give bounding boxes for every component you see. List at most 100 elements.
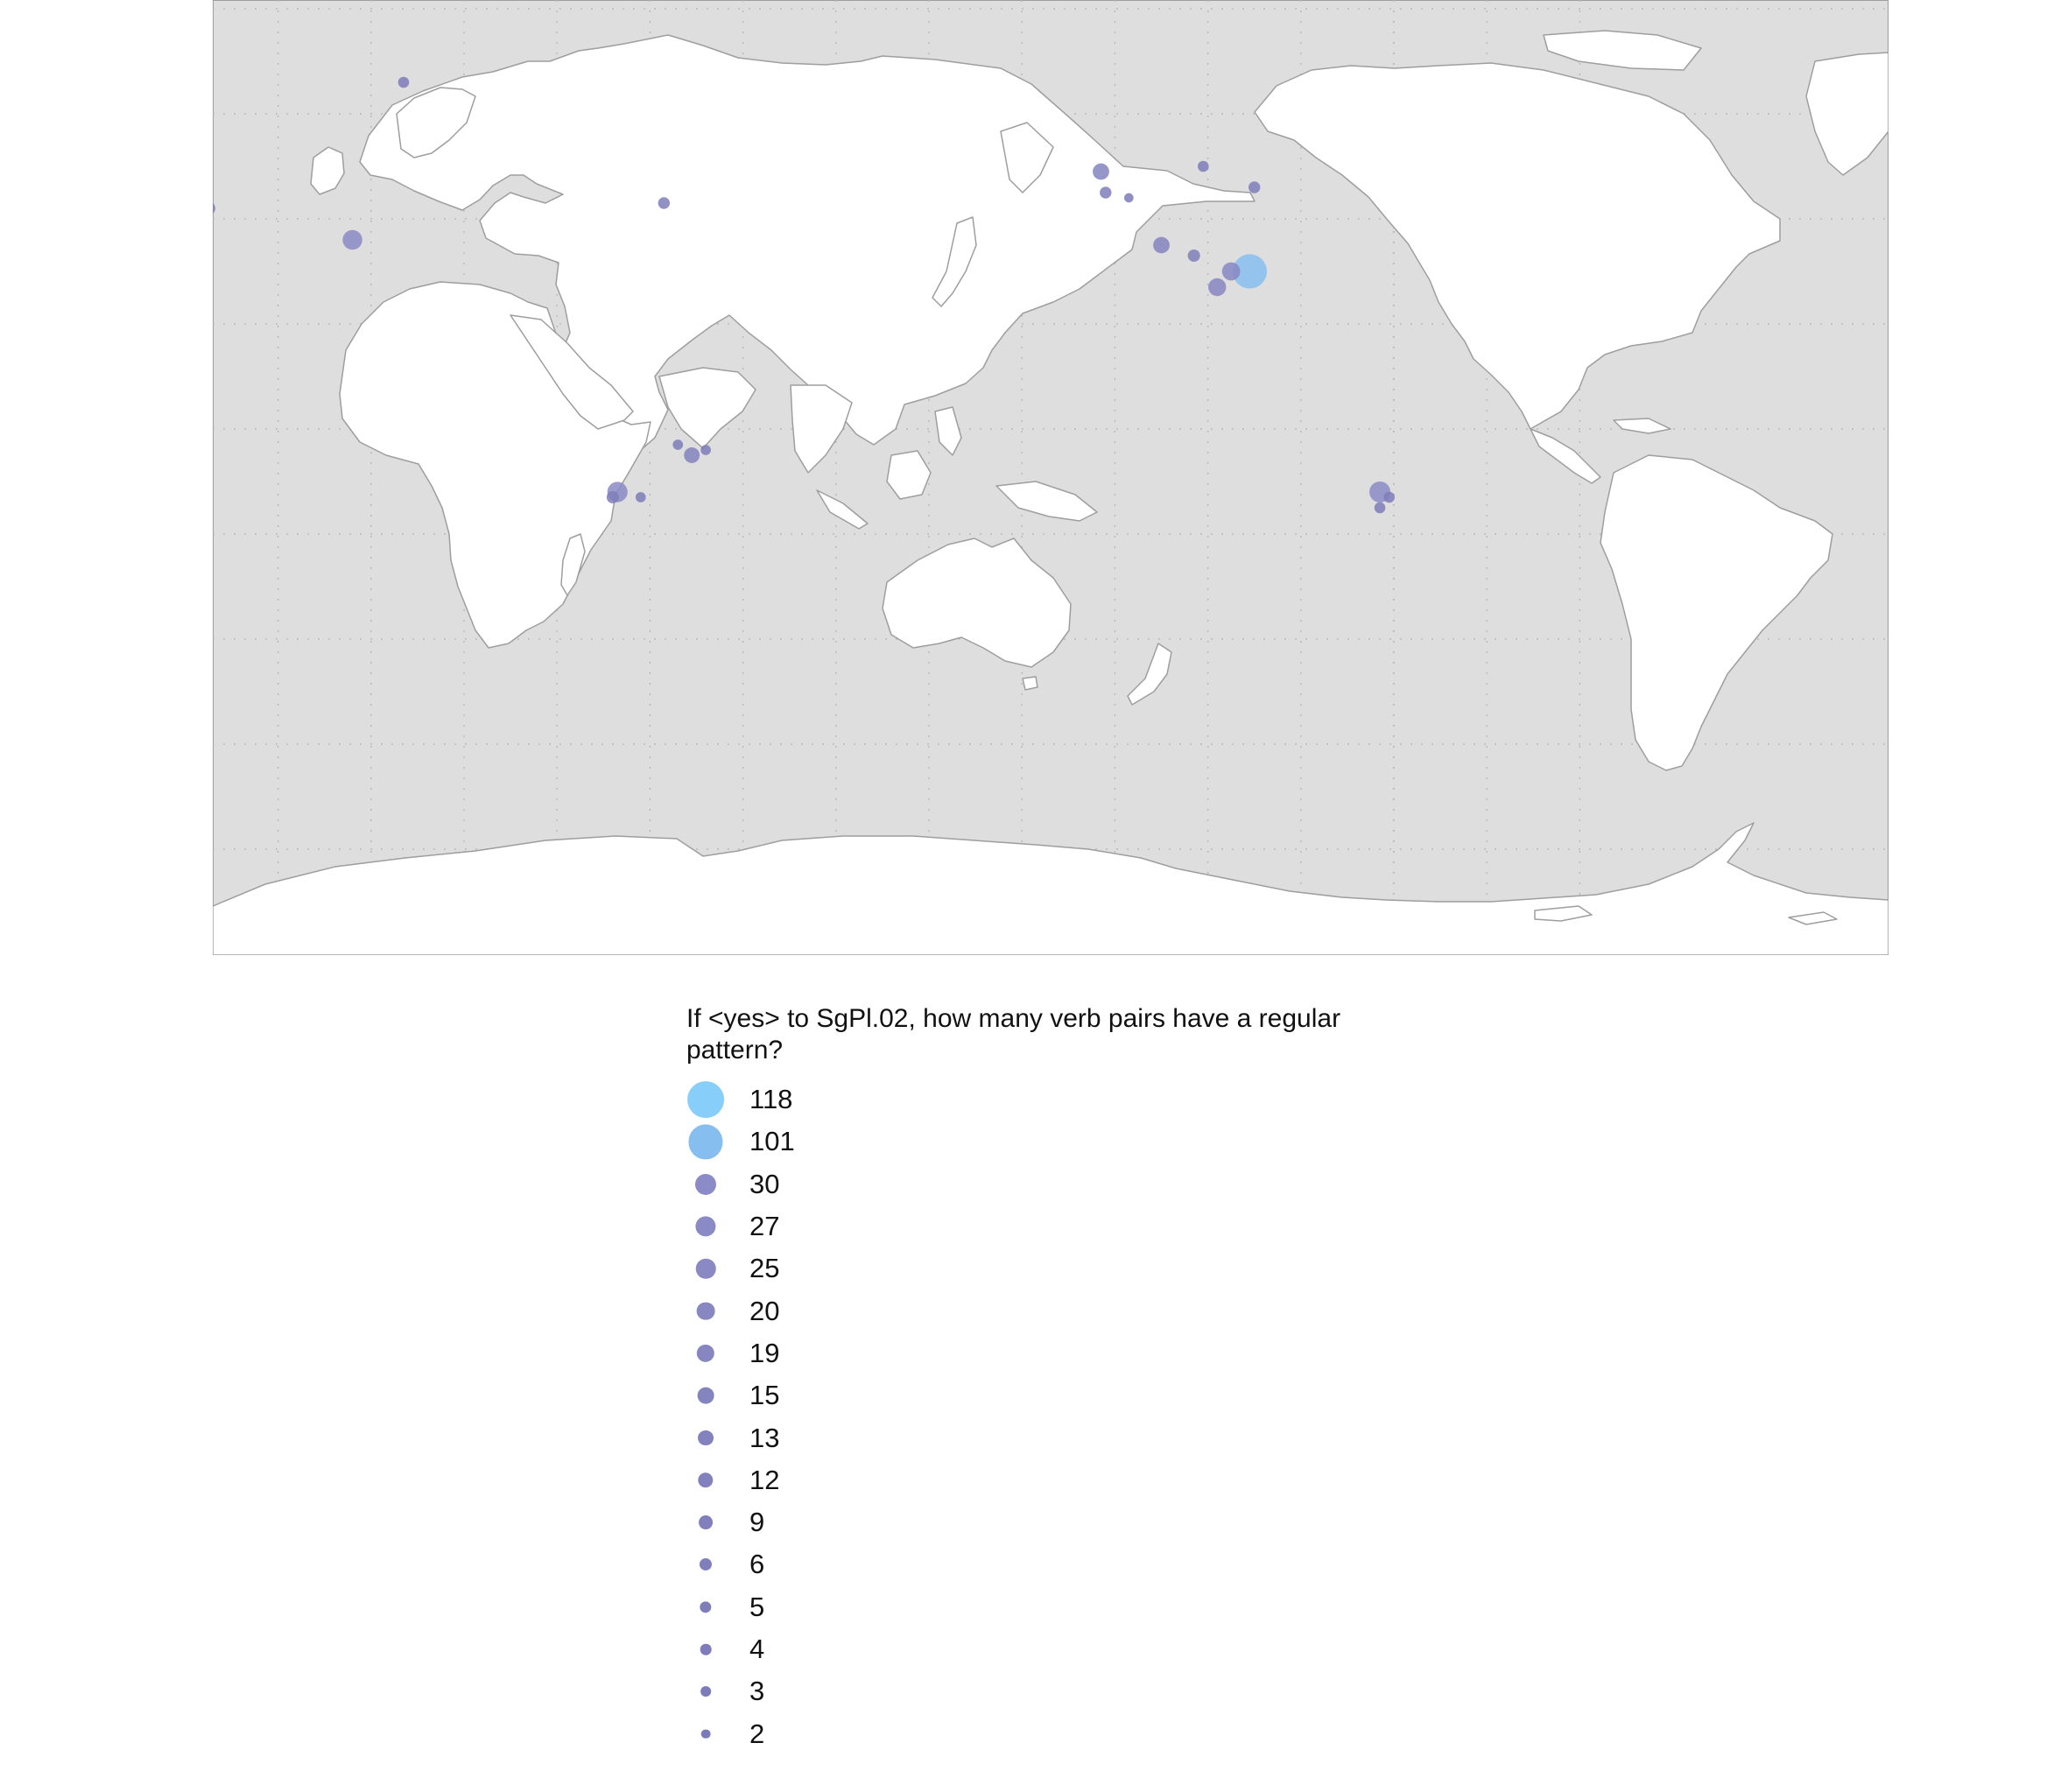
legend-swatch [686,1249,725,1288]
landmass-new-guinea [995,481,1098,522]
legend-swatch [686,1461,725,1500]
landmass-sumatra [816,489,869,530]
map-point [1187,249,1200,263]
legend-swatch [686,1419,725,1458]
landmass-indochina [790,384,853,474]
map-point [1208,278,1227,297]
map-point [1123,193,1134,203]
map-point [700,445,711,455]
legend-label: 6 [749,1549,765,1580]
legend-dot [697,1387,714,1404]
legend-label: 30 [749,1168,780,1199]
legend-swatch [686,1292,725,1331]
legend-label: 19 [749,1337,780,1368]
landmass-cuba [1613,418,1671,434]
legend-row: 12 [686,1459,1474,1501]
legend-label: 118 [749,1084,793,1115]
legend-row: 4 [686,1628,1474,1670]
legend-row: 27 [686,1205,1474,1247]
legend-row: 3 [686,1670,1474,1712]
landmass-philippines [934,406,962,456]
legend-dot [699,1515,713,1530]
legend-swatch [686,1588,725,1627]
legend-row: 25 [686,1247,1474,1290]
legend-row: 2 [686,1712,1474,1754]
legend-label: 25 [749,1253,780,1284]
legend-swatch [686,1122,725,1161]
legend-dot [700,1643,712,1655]
legend-items: 118 101 30 27 25 20 19 15 13 12 9 6 5 4 3 2 [686,1079,1474,1755]
landmass-britain [310,146,345,195]
legend-label: 3 [749,1676,765,1707]
legend-swatch [686,1080,725,1119]
landmass-greenland [1805,52,1889,176]
map-point [1153,236,1170,254]
legend-dot [688,1124,723,1160]
map-point [397,76,410,88]
legend-swatch [686,1165,725,1204]
landmass-arctic-islands [1543,30,1702,71]
legend: If <yes> to SgPl.02, how many verb pairs… [686,1003,1474,1755]
landmass-madagascar [560,533,586,596]
landmass-new-zealand [1127,643,1172,706]
legend-swatch [686,1376,725,1415]
legend-swatch [686,1545,725,1584]
landmass-tasmania [1022,676,1038,691]
map-point [1374,502,1386,514]
legend-dot [700,1729,711,1739]
legend-row: 13 [686,1416,1474,1458]
legend-dot [698,1472,714,1488]
legend-dot [695,1216,716,1237]
landmass-north-america [1254,62,1781,430]
legend-dot [696,1344,715,1363]
legend-row: 30 [686,1163,1474,1205]
landmass-central-america [1530,428,1601,484]
map-point [1232,254,1267,289]
map-point [635,492,646,502]
landmass-australia [882,538,1072,668]
map-point [342,229,362,250]
legend-row: 9 [686,1501,1474,1543]
landmass-scandinavia [396,87,476,158]
map-point [1221,262,1241,281]
map-point [672,439,684,450]
landmass-antarctic-island [1534,905,1593,922]
legend-row: 15 [686,1374,1474,1416]
legend-dot [700,1686,711,1697]
world-map [78,0,1889,956]
legend-dot [696,1302,715,1320]
landmass-japan [932,216,977,307]
legend-row: 101 [686,1121,1474,1163]
legend-swatch [686,1503,725,1542]
legend-label: 4 [749,1634,765,1664]
legend-row: 118 [686,1079,1474,1121]
legend-row: 19 [686,1332,1474,1374]
legend-dot [694,1173,717,1195]
legend-label: 12 [749,1464,780,1495]
legend-label: 27 [749,1211,780,1242]
legend-row: 20 [686,1290,1474,1332]
legend-dot [695,1259,716,1279]
map-svg [78,0,1889,956]
legend-row: 5 [686,1586,1474,1628]
legend-swatch [686,1207,725,1246]
map-point [1100,186,1112,199]
legend-dot [698,1430,714,1446]
landmass-antarctic-island-2 [1788,911,1838,925]
legend-label: 13 [749,1422,780,1453]
map-point [1093,163,1109,180]
map-point [658,197,671,209]
legend-title: If <yes> to SgPl.02, how many verb pairs… [686,1004,1341,1065]
landmass-south-america [1600,454,1833,771]
map-point [1383,491,1395,503]
legend-dot [700,1601,712,1613]
map-point [1249,181,1261,193]
legend-swatch [686,1630,725,1669]
landmass-arabia [510,314,634,430]
legend-label: 2 [749,1718,765,1749]
legend-label: 9 [749,1507,765,1538]
legend-swatch [686,1334,725,1373]
legend-swatch [686,1672,725,1711]
legend-label: 101 [749,1126,795,1157]
map-point [1197,160,1209,172]
